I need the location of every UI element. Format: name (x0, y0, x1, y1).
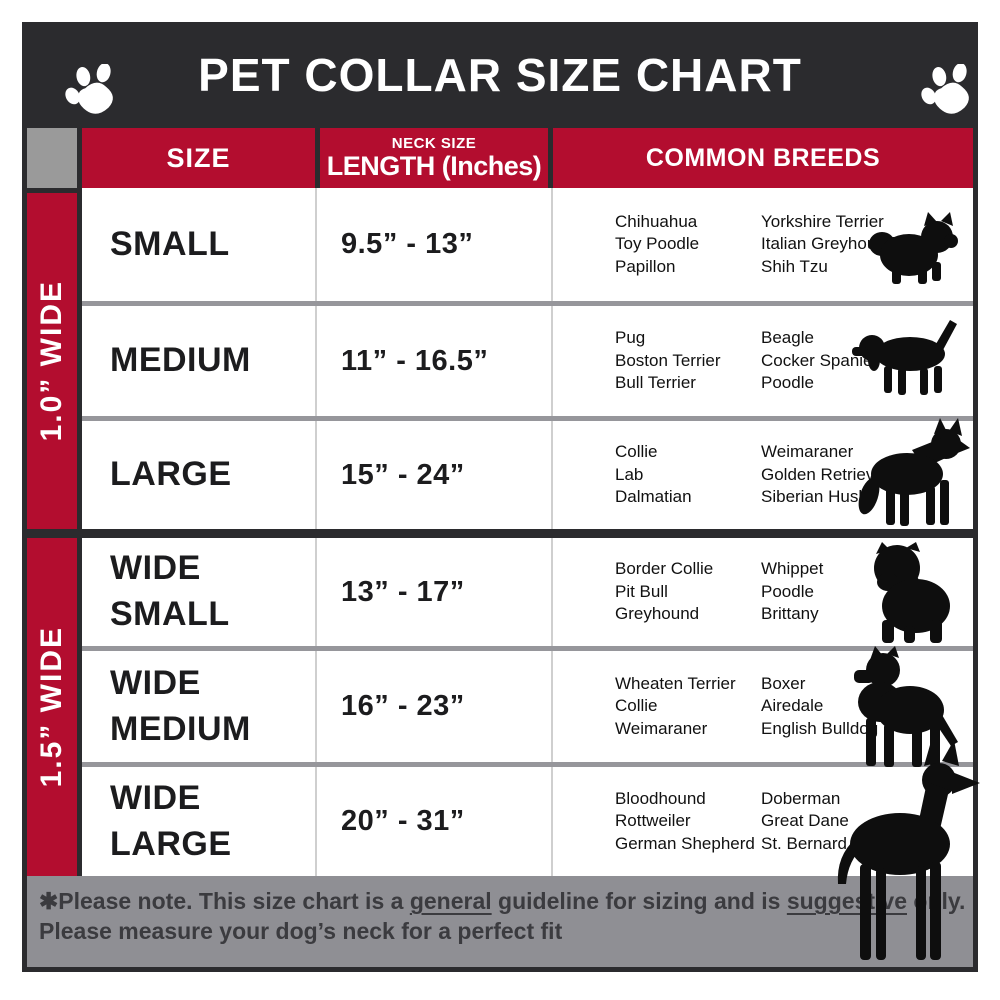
width-label: 1.5” WIDE (35, 626, 68, 788)
breed-list: Collie Lab Dalmatian (615, 442, 692, 507)
breed-list: Yorkshire Terrier Italian Greyhound Shih… (761, 211, 896, 276)
footer-note: ✱Please note. This size chart is a gener… (27, 876, 973, 967)
column-header-size: SIZE (82, 128, 315, 188)
row-separator (82, 416, 973, 421)
bulldog-silhouette (858, 540, 960, 644)
footer-note-line-2: Please measure your dog’s neck for a per… (39, 917, 563, 944)
section-bar-1-5-inch: 1.5” WIDE (27, 538, 77, 876)
breed-list: Border Collie Pit Bull Greyhound (615, 559, 714, 624)
section-bar-1-inch: 1.0” WIDE (27, 193, 77, 529)
table-row-wide-large: WIDE LARGE 20” - 31” Bloodhound Rottweil… (82, 767, 973, 876)
breeds-cell: Bloodhound Rottweiler German Shepherd Do… (553, 767, 973, 876)
page-title: PET COLLAR SIZE CHART (198, 49, 802, 101)
paw-icon (918, 63, 980, 124)
range-cell: 9.5” - 13” (317, 188, 553, 301)
width-label: 1.0” WIDE (35, 280, 68, 442)
breeds-cell: Chihuahua Toy Poodle Papillon Yorkshire … (553, 188, 973, 301)
column-header-length: NECK SIZE LENGTH (Inches) (320, 128, 548, 188)
table-row-wide-small: WIDE SMALL 13” - 17” Border Collie Pit B… (82, 538, 973, 646)
size-cell: WIDE LARGE (82, 767, 317, 876)
paw-icon (62, 63, 124, 124)
breed-list: Pug Boston Terrier Bull Terrier (615, 328, 721, 393)
pitbull-silhouette (842, 644, 967, 768)
row-separator (82, 646, 973, 651)
corner-cell (27, 128, 77, 188)
shepherd-silhouette (852, 416, 970, 528)
range-cell: 15” - 24” (317, 421, 553, 529)
toy-dog-silhouette (862, 210, 962, 286)
beagle-silhouette (850, 312, 968, 398)
range-cell: 11” - 16.5” (317, 306, 553, 416)
doberman-silhouette (812, 738, 980, 966)
size-cell: LARGE (82, 421, 317, 529)
range-cell: 16” - 23” (317, 651, 553, 762)
breed-list: Whippet Poodle Brittany (761, 559, 824, 624)
breeds-cell: Pug Boston Terrier Bull Terrier Beagle C… (553, 306, 973, 416)
breed-list: Chihuahua Toy Poodle Papillon (615, 211, 700, 276)
range-cell: 13” - 17” (317, 538, 553, 646)
table-row-large: LARGE 15” - 24” Collie Lab Dalmatian Wei… (82, 421, 973, 529)
table-row-small: SMALL 9.5” - 13” Chihuahua Toy Poodle Pa… (82, 188, 973, 301)
length-label: LENGTH (Inches) (326, 150, 542, 181)
row-separator (82, 301, 973, 306)
breed-list: Boxer Airedale English Bulldog (761, 673, 879, 738)
table-row-wide-medium: WIDE MEDIUM 16” - 23” Wheaten Terrier Co… (82, 651, 973, 762)
breeds-cell: Wheaten Terrier Collie Weimaraner Boxer … (553, 651, 973, 762)
size-cell: MEDIUM (82, 306, 317, 416)
breed-list: Beagle Cocker Spaniel Poodle (761, 328, 877, 393)
neck-size-label: NECK SIZE (391, 134, 477, 152)
breed-list: Wheaten Terrier Collie Weimaraner (615, 673, 736, 738)
breed-list: Doberman Great Dane St. Bernard (761, 788, 849, 853)
size-cell: SMALL (82, 188, 317, 301)
size-cell: WIDE SMALL (82, 538, 317, 646)
breed-list: Bloodhound Rottweiler German Shepherd (615, 788, 755, 853)
row-separator (82, 762, 973, 767)
range-cell: 20” - 31” (317, 767, 553, 876)
size-cell: WIDE MEDIUM (82, 651, 317, 762)
title-bar: PET COLLAR SIZE CHART (22, 22, 978, 128)
column-header-breeds: COMMON BREEDS (553, 128, 973, 188)
breeds-cell: Border Collie Pit Bull Greyhound Whippet… (553, 538, 973, 646)
table-row-medium: MEDIUM 11” - 16.5” Pug Boston Terrier Bu… (82, 306, 973, 416)
